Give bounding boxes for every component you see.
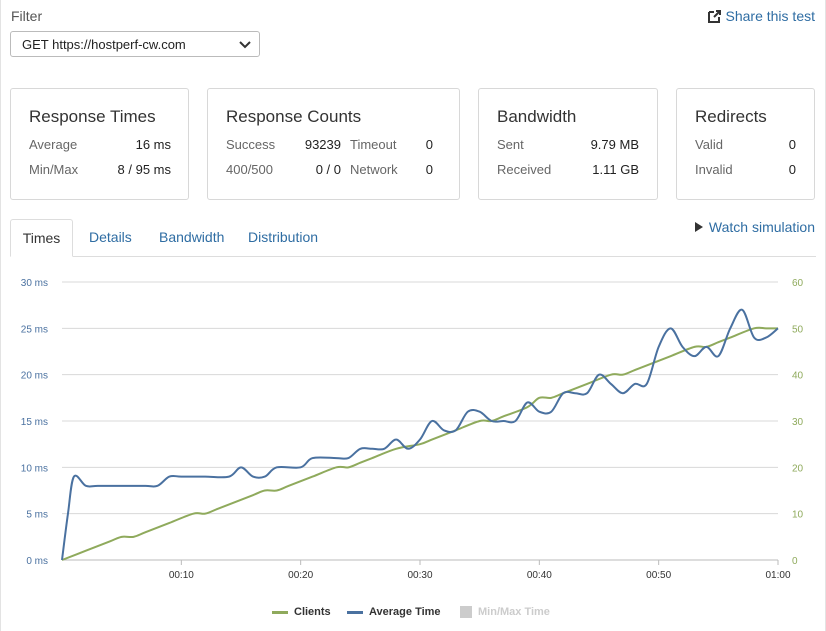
y-right-tick-label: 30 [792,417,804,428]
tab-details[interactable]: Details [89,229,132,245]
legend-average-label: Average Time [369,606,441,618]
share-test-label: Share this test [725,8,816,24]
response-counts-card: Response Counts Success 93239 Timeout 0 … [207,88,460,200]
y-left-tick-label: 25 ms [21,324,48,335]
y-left-tick-label: 0 ms [26,556,48,567]
timeout-label: Timeout [350,137,397,152]
x-tick-label: 00:20 [288,570,313,581]
chevron-down-icon [239,41,251,49]
y-left-tick-label: 5 ms [26,510,48,521]
request-filter-value: GET https://hostperf-cw.com [22,37,186,52]
y-right-tick-label: 60 [792,278,804,289]
redirects-card: Redirects Valid 0 Invalid 0 [676,88,815,200]
sent-label: Sent [497,137,524,152]
timeout-value: 0 [425,137,433,152]
valid-label: Valid [695,137,723,152]
times-chart: 0 ms 5 ms 10 ms 15 ms 20 ms 25 ms 30 ms 0 10 20 30… [21,278,804,581]
clients-swatch [272,610,288,614]
x-tick-label: 00:50 [646,570,671,581]
filter-label: Filter [11,8,43,24]
y-right-tick-label: 0 [792,556,798,567]
network-value: 0 [425,162,433,177]
average-value: 16 ms [135,137,171,152]
tab-distribution[interactable]: Distribution [248,229,319,245]
sent-value: 9.79 MB [590,137,639,152]
x-tick-label: 01:00 [765,570,790,581]
network-label: Network [350,162,398,177]
y-right-tick-label: 50 [792,324,804,335]
tab-times[interactable]: Times [10,219,73,257]
y-left-tick-label: 10 ms [21,463,48,474]
average-label: Average [29,137,78,152]
y-right-tick-label: 10 [792,510,804,521]
bandwidth-card: Bandwidth Sent 9.79 MB Received 1.11 GB [478,88,658,200]
status-400-500-label: 400/500 [226,162,273,177]
chart-tabs: Times Details Bandwidth Distribution [10,219,816,257]
legend-clients-label: Clients [294,606,331,618]
redirects-title: Redirects [695,107,767,126]
y-left-tick-label: 15 ms [21,417,48,428]
share-test-link[interactable]: Share this test [707,8,816,24]
legend-minmax-label: Min/Max Time [478,606,550,618]
invalid-value: 0 [788,162,796,177]
y-left-tick-label: 30 ms [21,278,48,289]
x-tick-label: 00:10 [169,570,194,581]
valid-value: 0 [788,137,796,152]
legend-item-clients[interactable]: Clients [272,606,331,618]
received-label: Received [497,162,552,177]
response-counts-title: Response Counts [226,107,362,126]
received-value: 1.11 GB [592,162,639,177]
bandwidth-title: Bandwidth [497,107,577,126]
legend-item-minmax-time[interactable]: Min/Max Time [460,606,550,618]
success-value: 93239 [304,137,341,152]
y-left-tick-label: 20 ms [21,371,48,382]
clients-series-line [61,326,778,561]
y-right-tick-label: 40 [792,371,804,382]
minmax-value: 8 / 95 ms [117,162,171,177]
minmax-swatch [460,606,472,618]
legend-item-average-time[interactable]: Average Time [347,606,441,618]
x-tick-label: 00:40 [527,570,552,581]
average-time-swatch [347,610,363,614]
minmax-label: Min/Max [29,162,79,177]
play-icon [694,222,703,232]
x-tick-label: 00:30 [407,570,432,581]
average-time-series-line [61,308,779,561]
success-label: Success [226,137,276,152]
share-icon [707,10,721,23]
watch-simulation-label: Watch simulation [708,219,815,235]
tab-bandwidth[interactable]: Bandwidth [159,229,225,245]
response-times-title: Response Times [29,107,156,126]
watch-simulation-link[interactable]: Watch simulation [694,219,815,235]
status-400-500-value: 0 / 0 [315,162,341,177]
request-filter-select[interactable]: GET https://hostperf-cw.com [10,31,260,57]
invalid-label: Invalid [695,162,733,177]
response-times-card: Response Times Average 16 ms Min/Max 8 /… [10,88,189,200]
y-right-tick-label: 20 [792,463,804,474]
